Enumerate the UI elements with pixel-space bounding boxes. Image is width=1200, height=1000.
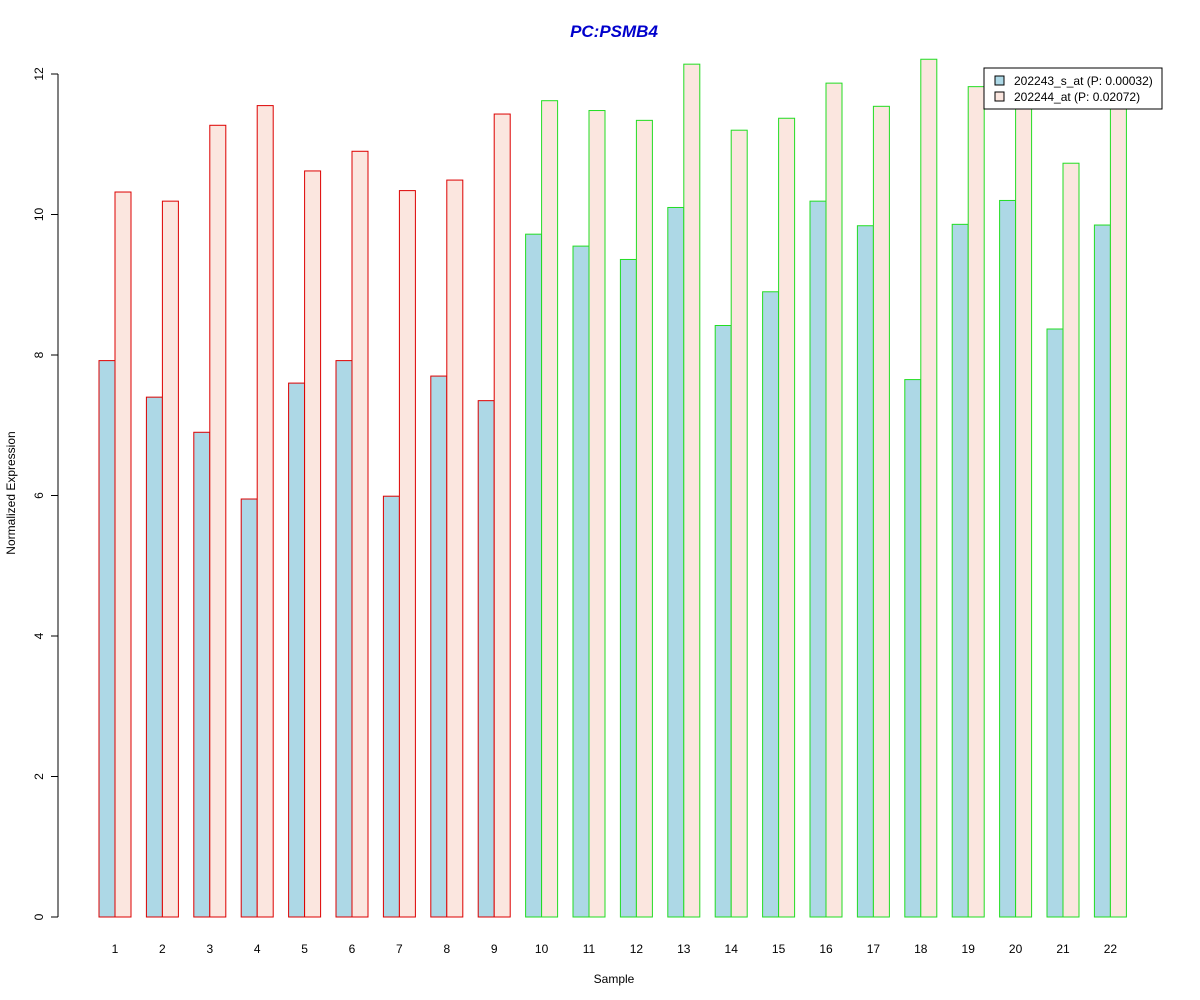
bar-series-1-sample-16 <box>809 200 827 918</box>
bar-series-1-sample-12 <box>619 258 637 918</box>
x-tick-label: 5 <box>301 942 308 956</box>
y-tick-label: 4 <box>32 632 46 639</box>
bar-series-2-sample-20 <box>1015 100 1033 918</box>
y-tick-label: 10 <box>32 208 46 222</box>
bar-series-2-sample-19 <box>967 86 985 918</box>
x-tick-label: 8 <box>443 942 450 956</box>
bar-series-2-sample-3 <box>209 124 227 918</box>
bar-series-2-sample-10 <box>541 100 559 918</box>
y-tick-label: 8 <box>32 351 46 358</box>
bar-series-2-sample-9 <box>493 113 511 918</box>
x-tick-label: 4 <box>254 942 261 956</box>
bar-series-1-sample-8 <box>430 375 448 918</box>
x-tick-label: 9 <box>491 942 498 956</box>
bar-series-2-sample-8 <box>446 179 464 918</box>
bar-series-1-sample-10 <box>525 233 543 918</box>
bar-series-1-sample-15 <box>762 291 780 918</box>
x-axis-label: Sample <box>594 972 635 986</box>
x-tick-label: 16 <box>819 942 833 956</box>
y-tick-label: 12 <box>32 67 46 81</box>
bar-series-1-sample-9 <box>477 400 495 918</box>
bar-series-2-sample-11 <box>588 110 606 918</box>
bar-series-2-sample-4 <box>256 105 274 918</box>
bar-series-1-sample-22 <box>1093 224 1111 918</box>
x-tick-label: 15 <box>772 942 786 956</box>
bar-series-2-sample-6 <box>351 150 369 918</box>
y-axis: 0 2 4 6 8 10 12 <box>32 67 59 920</box>
legend: 202243_s_at (P: 0.00032) 202244_at (P: 0… <box>983 67 1163 110</box>
x-tick-label: 7 <box>396 942 403 956</box>
bar-series-1-sample-17 <box>856 225 874 918</box>
x-tick-labels: 1 2 3 4 5 6 7 8 9 10 11 12 13 14 15 16 17 18 19 20 21 22 <box>112 942 1118 956</box>
bar-series-1-sample-21 <box>1046 328 1064 918</box>
bar-series-1-sample-19 <box>951 223 969 918</box>
bar-series-1-sample-18 <box>904 379 922 918</box>
x-tick-label: 17 <box>867 942 881 956</box>
x-tick-label: 6 <box>349 942 356 956</box>
bar-series-2-sample-21 <box>1062 162 1080 918</box>
y-tick-label: 0 <box>32 913 46 920</box>
bar-series-2-sample-2 <box>161 200 179 918</box>
bar-series-2-sample-7 <box>398 190 416 918</box>
x-tick-label: 2 <box>159 942 166 956</box>
x-tick-label: 18 <box>914 942 928 956</box>
bar-series-2-sample-1 <box>114 191 132 918</box>
x-tick-label: 11 <box>583 942 596 956</box>
y-axis-label: Normalized Expression <box>4 431 18 554</box>
x-tick-label: 12 <box>630 942 644 956</box>
x-tick-label: 19 <box>962 942 976 956</box>
y-tick-label: 2 <box>32 773 46 780</box>
x-tick-label: 10 <box>535 942 549 956</box>
x-tick-label: 3 <box>206 942 213 956</box>
bar-series-1-sample-3 <box>193 431 211 918</box>
bar-series-1-sample-6 <box>335 360 353 918</box>
bar-series-2-sample-22 <box>1109 101 1127 918</box>
x-tick-label: 20 <box>1009 942 1023 956</box>
y-tick-label: 6 <box>32 492 46 499</box>
x-tick-label: 21 <box>1056 942 1070 956</box>
bar-series-1-sample-2 <box>145 396 163 918</box>
legend-swatch-series-1 <box>994 75 1005 86</box>
bar-series-2-sample-13 <box>683 63 701 918</box>
bar-series-1-sample-14 <box>714 324 732 918</box>
bar-series-2-sample-12 <box>635 119 653 918</box>
bars-group <box>98 58 1127 918</box>
legend-swatch-series-2 <box>994 91 1005 102</box>
bar-series-1-sample-11 <box>572 245 590 918</box>
bar-series-1-sample-4 <box>240 498 258 918</box>
bar-series-2-sample-16 <box>825 82 843 918</box>
bar-series-1-sample-1 <box>98 360 116 918</box>
legend-label-series-1: 202243_s_at (P: 0.00032) <box>1014 74 1153 88</box>
bar-series-2-sample-18 <box>920 58 938 918</box>
bar-series-1-sample-5 <box>288 382 306 918</box>
x-tick-label: 22 <box>1104 942 1118 956</box>
bar-series-1-sample-20 <box>999 199 1017 918</box>
chart-title: PC:PSMB4 <box>570 22 658 41</box>
legend-box <box>983 67 1163 110</box>
x-tick-label: 1 <box>112 942 119 956</box>
bar-series-2-sample-14 <box>730 129 748 918</box>
x-tick-label: 13 <box>677 942 691 956</box>
legend-label-series-2: 202244_at (P: 0.02072) <box>1014 90 1140 104</box>
x-tick-label: 14 <box>725 942 739 956</box>
bar-series-2-sample-5 <box>304 170 322 918</box>
bar-series-2-sample-17 <box>872 105 890 918</box>
bar-series-1-sample-7 <box>382 495 400 918</box>
bar-series-1-sample-13 <box>667 206 685 918</box>
bar-series-2-sample-15 <box>778 117 796 918</box>
